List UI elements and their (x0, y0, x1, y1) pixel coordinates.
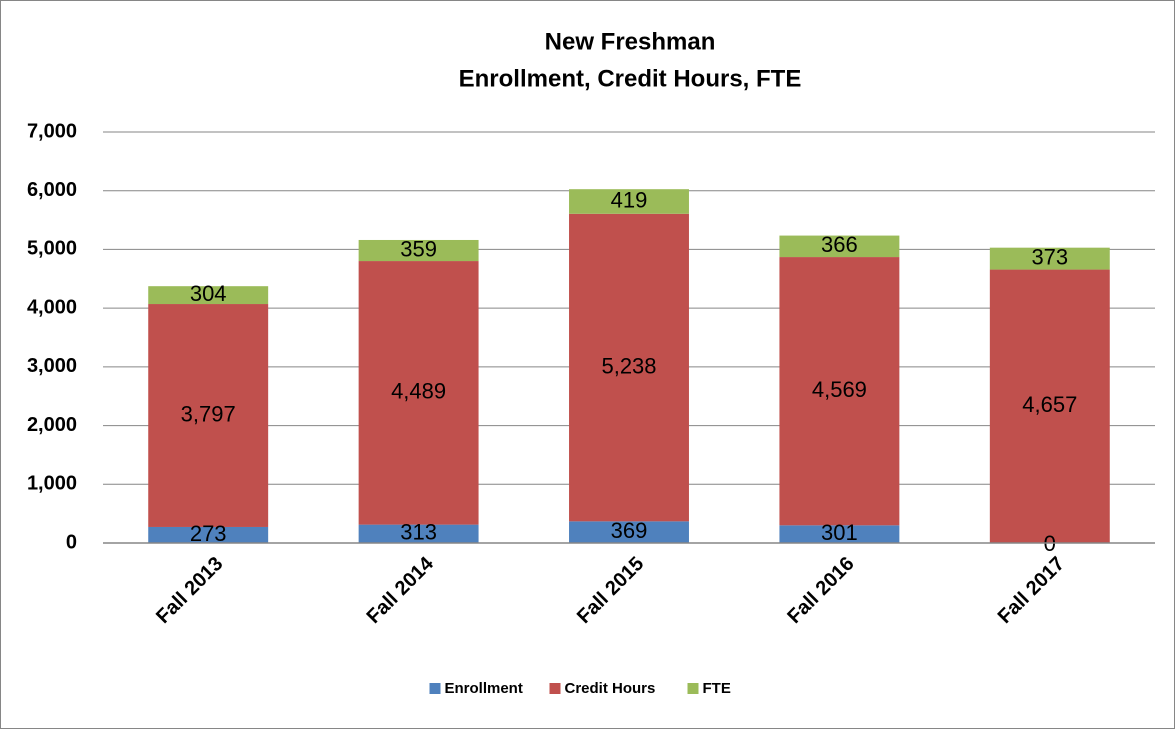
bar-segment (779, 257, 900, 526)
data-label: 4,569 (812, 377, 867, 402)
bar-segment (148, 526, 269, 543)
legend-swatch (687, 683, 699, 694)
bar-segment (989, 269, 1110, 543)
data-label: 5,238 (601, 353, 656, 378)
data-label: 304 (190, 281, 227, 306)
bar-segment (358, 524, 479, 543)
data-label: 373 (1031, 244, 1068, 269)
y-tick-label: 6,000 (27, 179, 77, 201)
data-label: 301 (821, 520, 858, 545)
bar-segment (989, 247, 1110, 270)
legend-swatch (549, 683, 561, 694)
bar-segment (358, 261, 479, 525)
data-label: 419 (611, 187, 648, 212)
legend-label: Credit Hours (565, 680, 656, 697)
bar-segment (569, 521, 689, 543)
y-tick-label: 7,000 (27, 120, 77, 142)
data-label: 313 (400, 520, 437, 545)
data-label: 3,797 (181, 401, 236, 426)
bar-segment (779, 235, 900, 258)
y-tick-label: 5,000 (27, 238, 77, 260)
y-tick-label: 2,000 (27, 414, 77, 436)
bar-segment (148, 304, 269, 527)
data-label: 359 (400, 236, 437, 261)
bar-segment (358, 239, 479, 262)
data-label: 4,489 (391, 379, 446, 404)
legend-swatch (429, 683, 441, 694)
chart-title: New Freshman (545, 28, 716, 55)
bar-segment (569, 213, 689, 522)
y-tick-label: 3,000 (27, 355, 77, 377)
data-label: 366 (821, 232, 858, 257)
y-tick-label: 4,000 (27, 296, 77, 318)
y-tick-label: 1,000 (27, 473, 77, 495)
legend-label: Enrollment (445, 680, 523, 697)
data-label: 273 (190, 521, 227, 546)
legend-label: FTE (703, 680, 731, 697)
data-label: 369 (611, 518, 648, 543)
bar-segment (148, 286, 269, 305)
chart-subtitle: Enrollment, Credit Hours, FTE (459, 65, 802, 92)
bar-segment (779, 525, 900, 543)
bar-segment (569, 189, 689, 214)
y-tick-label: 0 (66, 531, 77, 553)
data-label: 4,657 (1022, 392, 1077, 417)
